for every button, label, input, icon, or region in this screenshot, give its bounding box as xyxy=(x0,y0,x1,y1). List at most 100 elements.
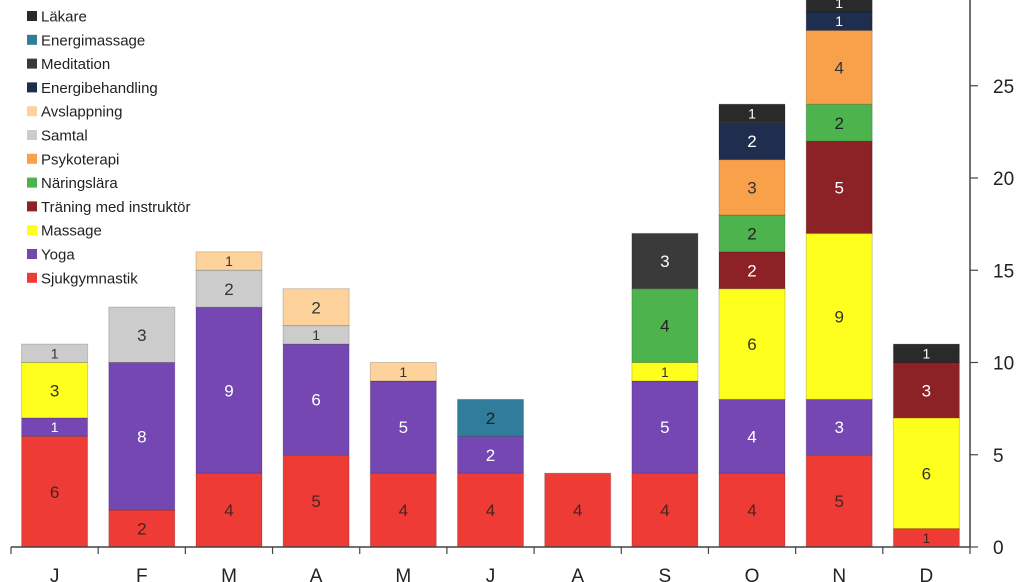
x-tick-label-4: A xyxy=(310,566,323,582)
bar-label-sjukgymnastik-8: 4 xyxy=(660,501,669,520)
bar-label-energibehandling-9: 2 xyxy=(747,132,756,151)
bar-lakare-11 xyxy=(892,343,960,364)
y-tick-label-5: 5 xyxy=(993,446,1004,467)
bar-naringslara-8 xyxy=(631,288,699,364)
bar-label-samtal-2: 3 xyxy=(137,326,146,345)
bar-sjukgymnastik-4 xyxy=(282,454,350,548)
bar-label-energimassage-6: 2 xyxy=(486,409,495,428)
bar-label-yoga-6: 2 xyxy=(486,446,495,465)
legend-swatch-yoga xyxy=(27,249,37,259)
legend-label-energibehandling: Energibehandling xyxy=(41,80,158,97)
bar-label-samtal-4: 1 xyxy=(312,327,320,343)
x-tick-label-3: M xyxy=(221,566,237,582)
x-tick-label-8: S xyxy=(659,566,672,582)
legend-label-meditation: Meditation xyxy=(41,56,110,73)
bar-label-lakare-10: 1 xyxy=(835,0,843,11)
bar-label-naringslara-10: 2 xyxy=(834,114,843,133)
bar-label-lakare-9: 1 xyxy=(748,106,756,122)
bar-lakare-10 xyxy=(805,0,873,13)
bar-traning-med-instruktor-9 xyxy=(718,251,786,290)
x-tick-label-1: J xyxy=(50,566,60,582)
bars-layer: 6 1 3 1 2 8 3 4 9 2 1 5 6 1 2 4 5 1 4 2 2 4 4 5 1 4 3 4 4 6 2 2 3 2 1 5 3 9 5 2… xyxy=(21,0,960,548)
bar-psykoterapi-9 xyxy=(718,159,786,216)
bar-sjukgymnastik-8 xyxy=(631,472,699,548)
bar-avslappning-4 xyxy=(282,288,350,327)
bar-label-psykoterapi-10: 4 xyxy=(834,58,843,77)
bar-psykoterapi-10 xyxy=(805,29,873,105)
bar-label-massage-9: 6 xyxy=(747,335,756,354)
bar-avslappning-5 xyxy=(369,362,437,382)
bar-label-avslappning-4: 2 xyxy=(311,298,320,317)
x-tick-label-5: M xyxy=(395,566,411,582)
x-tick-label-2: F xyxy=(136,566,148,582)
x-tick-label-9: O xyxy=(745,566,760,582)
bar-label-traning-med-instruktor-11: 3 xyxy=(922,381,931,400)
x-tick-label-11: D xyxy=(920,566,934,582)
bar-label-yoga-10: 3 xyxy=(834,418,843,437)
legend-label-massage: Massage xyxy=(41,223,102,240)
bar-sjukgymnastik-1 xyxy=(21,435,89,548)
legend-swatch-avslappning xyxy=(27,106,37,117)
legend-swatch-samtal xyxy=(27,130,37,140)
bar-label-sjukgymnastik-3: 4 xyxy=(224,501,233,520)
bar-label-sjukgymnastik-7: 4 xyxy=(573,501,582,520)
bar-yoga-5 xyxy=(369,380,437,474)
bar-yoga-4 xyxy=(282,343,350,456)
bar-label-yoga-8: 5 xyxy=(660,418,669,437)
y-tick-label-15: 15 xyxy=(993,261,1014,282)
bar-sjukgymnastik-5 xyxy=(369,472,437,548)
bar-label-yoga-1: 1 xyxy=(51,419,59,435)
bar-massage-10 xyxy=(805,232,873,400)
bar-label-yoga-3: 9 xyxy=(224,381,233,400)
legend-label-samtal: Samtal xyxy=(41,128,88,145)
bar-label-massage-10: 9 xyxy=(834,308,843,327)
y-tick-label-10: 10 xyxy=(993,354,1014,375)
legend-swatch-lakare xyxy=(27,11,37,21)
bar-label-massage-11: 6 xyxy=(922,464,931,483)
legend-label-yoga: Yoga xyxy=(41,247,75,264)
y-tick-label-25: 25 xyxy=(993,77,1014,98)
bar-samtal-1 xyxy=(21,343,89,364)
bar-avslappning-3 xyxy=(195,251,263,271)
legend: Läkare Energimassage Meditation Energibehan… xyxy=(27,9,191,287)
bar-sjukgymnastik-6 xyxy=(457,472,524,548)
bar-yoga-6 xyxy=(457,435,524,474)
bar-label-massage-8: 1 xyxy=(661,364,669,380)
bar-sjukgymnastik-9 xyxy=(718,472,786,548)
bar-label-sjukgymnastik-10: 5 xyxy=(834,492,843,511)
bar-yoga-9 xyxy=(718,398,786,474)
legend-label-energimassage: Energimassage xyxy=(41,32,145,49)
bar-lakare-9 xyxy=(718,103,786,124)
bar-massage-11 xyxy=(892,417,960,530)
bar-yoga-3 xyxy=(195,306,263,474)
legend-swatch-energibehandling xyxy=(27,82,37,93)
bar-yoga-10 xyxy=(805,398,873,456)
bar-meditation-8 xyxy=(631,232,699,290)
bar-naringslara-10 xyxy=(805,103,873,142)
bar-label-energibehandling-10: 1 xyxy=(835,13,843,29)
bar-label-naringslara-8: 4 xyxy=(660,317,669,336)
legend-label-sjukgymnastik: Sjukgymnastik xyxy=(41,270,138,287)
bar-traning-med-instruktor-10 xyxy=(805,140,873,234)
legend-swatch-meditation xyxy=(27,58,37,69)
bar-label-avslappning-3: 1 xyxy=(225,253,233,269)
legend-swatch-psykoterapi xyxy=(27,153,37,164)
bar-label-sjukgymnastik-1: 6 xyxy=(50,483,59,502)
bar-energimassage-6 xyxy=(457,398,524,437)
bar-sjukgymnastik-7 xyxy=(544,472,612,548)
bar-label-sjukgymnastik-4: 5 xyxy=(311,492,320,511)
bar-traning-med-instruktor-11 xyxy=(892,362,960,419)
bar-label-traning-med-instruktor-10: 5 xyxy=(834,178,843,197)
bar-label-naringslara-9: 2 xyxy=(747,225,756,244)
bar-label-yoga-2: 8 xyxy=(137,427,146,446)
legend-swatch-traning-med-instruktor xyxy=(27,201,37,212)
bar-sjukgymnastik-2 xyxy=(108,509,176,548)
bar-yoga-8 xyxy=(631,380,699,474)
legend-label-traning-med-instruktor: Träning med instruktör xyxy=(41,199,191,216)
bar-label-psykoterapi-9: 3 xyxy=(747,178,756,197)
legend-swatch-naringslara xyxy=(27,177,37,188)
bar-label-yoga-4: 6 xyxy=(311,391,320,410)
bar-sjukgymnastik-3 xyxy=(195,472,263,548)
y-tick-label-0: 0 xyxy=(993,538,1004,559)
